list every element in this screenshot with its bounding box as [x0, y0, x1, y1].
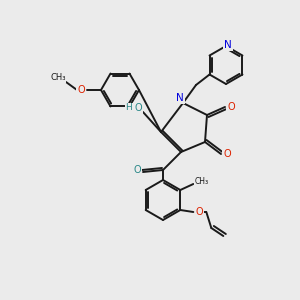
- Text: N: N: [224, 40, 232, 50]
- Text: O: O: [77, 85, 85, 95]
- Text: O: O: [134, 103, 142, 113]
- Text: N: N: [176, 93, 184, 103]
- Text: H: H: [126, 103, 132, 112]
- Text: O: O: [223, 149, 231, 159]
- Text: CH₃: CH₃: [50, 74, 66, 82]
- Text: CH₃: CH₃: [194, 176, 208, 185]
- Text: O: O: [227, 102, 235, 112]
- Text: O: O: [196, 207, 203, 217]
- Text: O: O: [133, 165, 141, 175]
